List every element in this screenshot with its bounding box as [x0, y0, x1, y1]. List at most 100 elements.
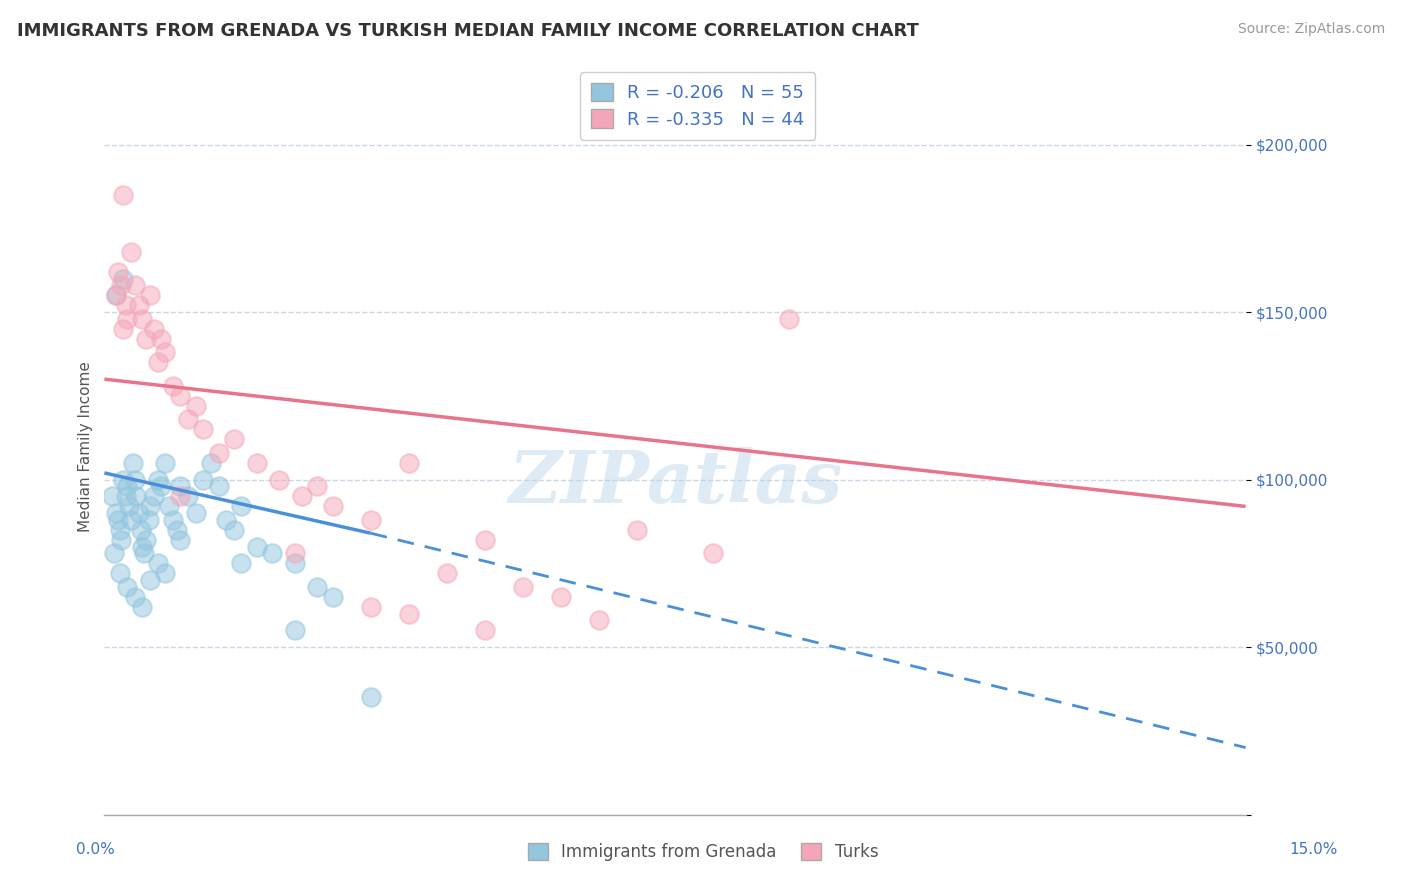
- Point: [131, 311, 153, 326]
- Point: [222, 523, 245, 537]
- Point: [110, 278, 132, 293]
- Point: [146, 557, 169, 571]
- Point: [215, 513, 238, 527]
- Point: [184, 506, 207, 520]
- Point: [107, 265, 129, 279]
- Point: [129, 523, 152, 537]
- Point: [284, 624, 307, 638]
- Point: [193, 422, 215, 436]
- Point: [231, 500, 253, 514]
- Point: [142, 489, 165, 503]
- Point: [184, 399, 207, 413]
- Point: [626, 523, 648, 537]
- Point: [284, 546, 307, 560]
- Point: [124, 473, 146, 487]
- Point: [146, 473, 169, 487]
- Point: [114, 489, 136, 503]
- Point: [207, 479, 229, 493]
- Point: [108, 566, 131, 581]
- Point: [778, 311, 800, 326]
- Point: [120, 513, 142, 527]
- Point: [104, 288, 127, 302]
- Point: [360, 599, 382, 614]
- Point: [112, 322, 135, 336]
- Point: [122, 456, 145, 470]
- Point: [150, 332, 173, 346]
- Point: [177, 412, 200, 426]
- Text: 15.0%: 15.0%: [1289, 842, 1337, 856]
- Point: [138, 513, 160, 527]
- Point: [169, 479, 191, 493]
- Point: [169, 389, 191, 403]
- Point: [155, 345, 177, 359]
- Point: [120, 244, 142, 259]
- Point: [322, 500, 344, 514]
- Point: [112, 473, 135, 487]
- Point: [550, 590, 572, 604]
- Point: [131, 599, 153, 614]
- Point: [104, 288, 127, 302]
- Point: [125, 489, 148, 503]
- Point: [193, 473, 215, 487]
- Point: [150, 479, 173, 493]
- Point: [124, 278, 146, 293]
- Point: [169, 489, 191, 503]
- Point: [128, 506, 150, 520]
- Point: [436, 566, 458, 581]
- Point: [131, 540, 153, 554]
- Point: [112, 271, 135, 285]
- Point: [101, 489, 124, 503]
- Legend: R = -0.206   N = 55, R = -0.335   N = 44: R = -0.206 N = 55, R = -0.335 N = 44: [581, 72, 815, 139]
- Point: [360, 513, 382, 527]
- Point: [322, 590, 344, 604]
- Point: [103, 546, 125, 560]
- Text: IMMIGRANTS FROM GRENADA VS TURKISH MEDIAN FAMILY INCOME CORRELATION CHART: IMMIGRANTS FROM GRENADA VS TURKISH MEDIA…: [17, 22, 918, 40]
- Point: [135, 332, 157, 346]
- Point: [155, 456, 177, 470]
- Point: [112, 188, 135, 202]
- Point: [269, 473, 291, 487]
- Point: [124, 590, 146, 604]
- Point: [139, 500, 162, 514]
- Y-axis label: Median Family Income: Median Family Income: [79, 360, 93, 532]
- Text: ZIPatlas: ZIPatlas: [508, 448, 842, 518]
- Text: Source: ZipAtlas.com: Source: ZipAtlas.com: [1237, 22, 1385, 37]
- Point: [474, 533, 496, 547]
- Point: [222, 433, 245, 447]
- Point: [135, 533, 157, 547]
- Point: [115, 580, 138, 594]
- Point: [284, 557, 307, 571]
- Point: [166, 523, 188, 537]
- Point: [398, 456, 420, 470]
- Point: [200, 456, 222, 470]
- Point: [114, 298, 136, 312]
- Point: [118, 500, 141, 514]
- Point: [291, 489, 314, 503]
- Point: [702, 546, 724, 560]
- Point: [162, 513, 184, 527]
- Point: [245, 540, 267, 554]
- Point: [307, 479, 329, 493]
- Point: [157, 500, 180, 514]
- Point: [110, 533, 132, 547]
- Point: [307, 580, 329, 594]
- Point: [108, 523, 131, 537]
- Point: [231, 557, 253, 571]
- Point: [260, 546, 283, 560]
- Point: [162, 379, 184, 393]
- Point: [132, 546, 155, 560]
- Point: [139, 288, 162, 302]
- Legend: Immigrants from Grenada, Turks: Immigrants from Grenada, Turks: [522, 836, 884, 868]
- Point: [115, 311, 138, 326]
- Point: [139, 573, 162, 587]
- Point: [107, 513, 129, 527]
- Point: [474, 624, 496, 638]
- Point: [588, 613, 610, 627]
- Point: [142, 322, 165, 336]
- Point: [155, 566, 177, 581]
- Point: [177, 489, 200, 503]
- Text: 0.0%: 0.0%: [76, 842, 115, 856]
- Point: [115, 479, 138, 493]
- Point: [128, 298, 150, 312]
- Point: [398, 607, 420, 621]
